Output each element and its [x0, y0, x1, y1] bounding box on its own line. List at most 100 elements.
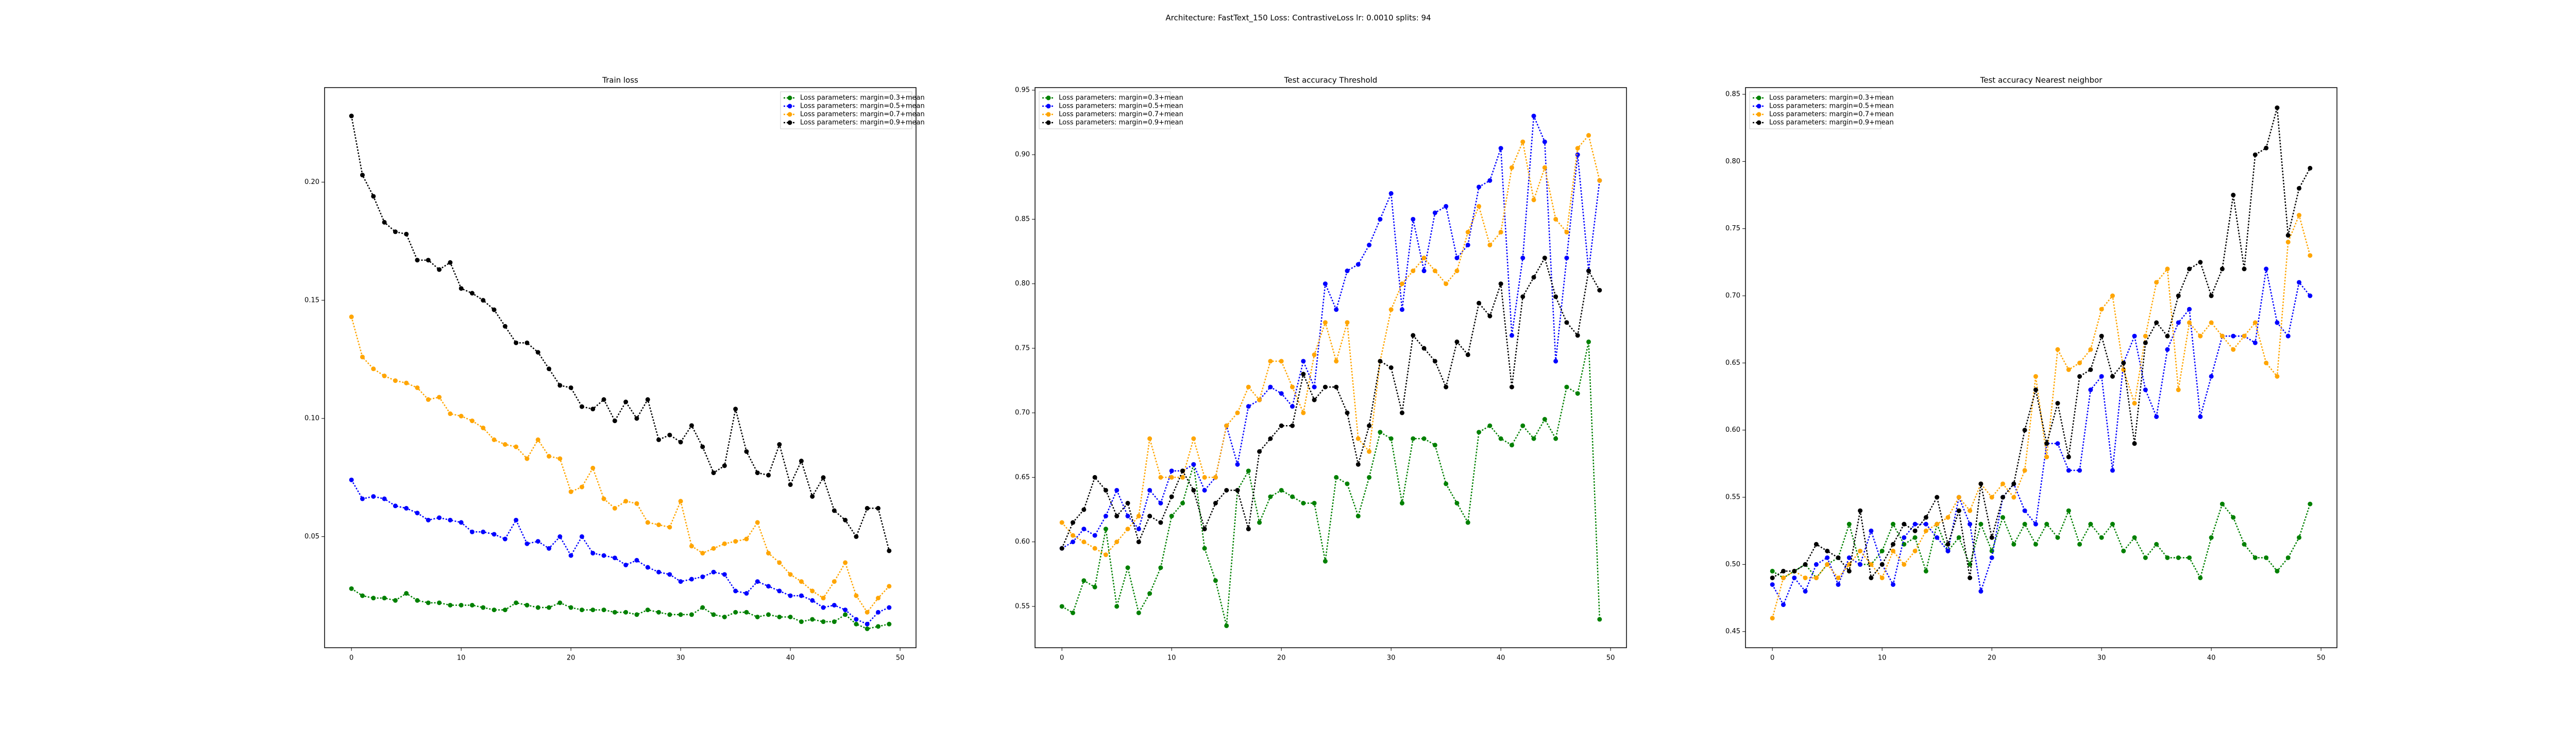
marker [1846, 521, 1852, 527]
legend-label: Loss parameters: margin=0.7+mean [1769, 111, 1894, 119]
marker [1180, 475, 1185, 480]
x-tick-label: 50 [1606, 654, 1615, 662]
marker [459, 286, 464, 291]
legend-marker [1046, 112, 1051, 117]
marker [349, 586, 354, 591]
y-tick-label: 0.65 [1725, 359, 1740, 367]
marker [623, 499, 629, 504]
marker [1869, 562, 1874, 567]
marker [2022, 468, 2027, 473]
marker [2000, 515, 2005, 520]
marker [360, 173, 365, 178]
marker [393, 598, 398, 603]
marker [2209, 374, 2214, 379]
marker [722, 614, 727, 619]
marker [1487, 423, 1493, 428]
marker [2099, 333, 2104, 339]
marker [821, 475, 826, 480]
marker [722, 572, 727, 577]
marker [1388, 191, 1394, 196]
marker [415, 598, 420, 603]
marker [1213, 578, 1218, 583]
marker [1792, 575, 1797, 580]
marker [722, 541, 727, 546]
marker [2297, 213, 2302, 218]
marker [2231, 193, 2236, 198]
legend-label: Loss parameters: margin=0.9+mean [1769, 119, 1894, 127]
marker [1125, 527, 1130, 532]
marker [1279, 423, 1284, 428]
marker [1781, 602, 1786, 608]
marker [1923, 515, 1928, 520]
marker [1191, 462, 1196, 467]
marker [1814, 542, 1819, 547]
marker [1564, 320, 1569, 325]
marker [1912, 528, 1918, 533]
marker [514, 517, 519, 522]
legend-label: Loss parameters: margin=0.5+mean [1059, 103, 1183, 110]
marker [1081, 527, 1087, 532]
marker [1542, 139, 1547, 144]
marker [437, 267, 442, 272]
marker [612, 610, 617, 615]
marker [700, 551, 705, 556]
chart-title: Test accuracy Nearest neighbor [1980, 76, 2103, 85]
marker [2285, 555, 2291, 560]
marker [1879, 562, 1885, 567]
marker [711, 470, 716, 476]
legend-marker [787, 120, 792, 125]
marker [755, 520, 760, 525]
marker [1923, 521, 1928, 527]
marker [1978, 521, 1984, 527]
marker [1935, 521, 1940, 527]
marker [1224, 423, 1229, 428]
marker [1213, 500, 1218, 505]
legend-label: Loss parameters: margin=0.3+mean [1769, 94, 1894, 102]
marker [1858, 548, 1863, 553]
marker [371, 366, 376, 372]
marker [502, 324, 507, 329]
marker [689, 577, 694, 582]
marker [2110, 468, 2115, 473]
marker [1323, 559, 1328, 564]
y-tick-label: 0.75 [1725, 225, 1740, 232]
marker [1378, 216, 1383, 222]
marker [601, 608, 606, 613]
marker [821, 596, 826, 601]
marker [1334, 359, 1339, 364]
marker [1858, 508, 1863, 513]
marker [1388, 365, 1394, 370]
marker [1323, 320, 1328, 325]
marker [678, 440, 683, 445]
marker [865, 610, 870, 615]
x-tick-label: 0 [349, 654, 353, 662]
marker [1235, 462, 1240, 467]
marker [1059, 520, 1064, 525]
marker [2022, 508, 2027, 513]
marker [1147, 591, 1153, 596]
marker [755, 614, 760, 619]
marker [887, 584, 892, 589]
marker [1399, 500, 1404, 505]
marker [700, 444, 705, 449]
marker [1411, 268, 1416, 274]
marker [2077, 360, 2082, 365]
marker [1103, 527, 1108, 532]
marker [1367, 243, 1372, 248]
axes [324, 87, 917, 648]
marker [887, 621, 892, 627]
marker [623, 399, 629, 404]
marker [1114, 487, 1120, 493]
marker [448, 260, 453, 265]
marker [2143, 333, 2148, 339]
marker [1290, 423, 1295, 428]
marker [2285, 240, 2291, 245]
legend-marker [1046, 120, 1051, 125]
marker [1477, 430, 1482, 435]
marker [1945, 548, 1951, 553]
marker [1345, 410, 1350, 415]
marker [733, 610, 738, 615]
marker [1323, 384, 1328, 390]
marker [568, 605, 573, 610]
marker [832, 602, 837, 608]
